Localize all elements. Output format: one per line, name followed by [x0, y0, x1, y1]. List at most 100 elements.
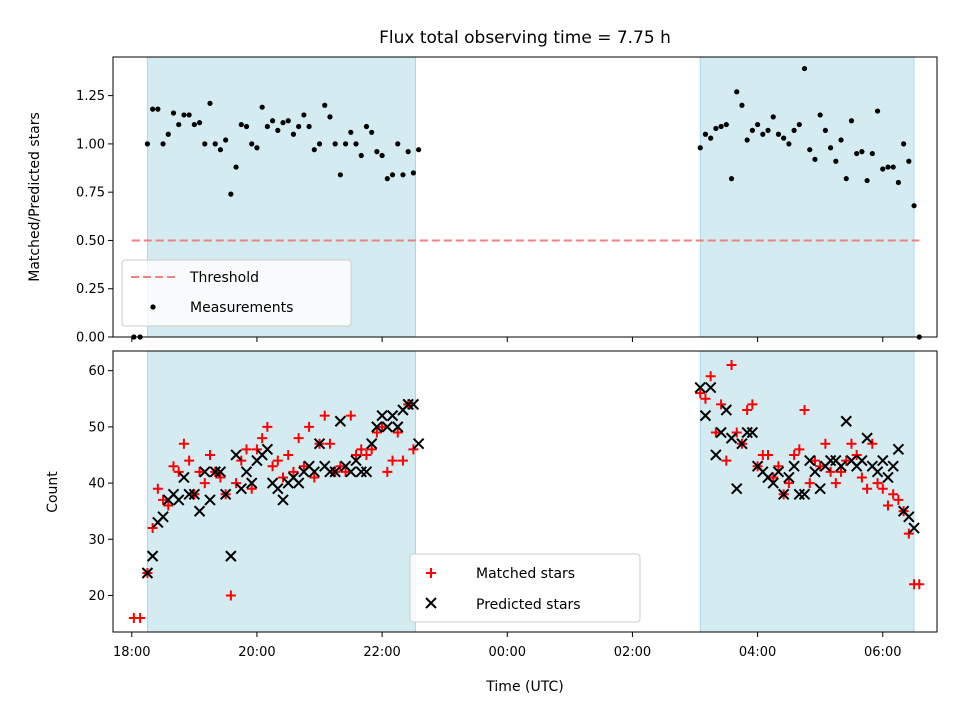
matched-star-point: [867, 438, 878, 449]
measurement-point: [744, 137, 750, 143]
matched-star-point: [345, 410, 356, 421]
predicted-star-point: [178, 471, 190, 484]
measurement-point: [786, 141, 792, 147]
matched-star-point: [366, 444, 377, 455]
predicted-star-point: [814, 482, 826, 495]
matched-star-point: [862, 483, 873, 494]
top-y-tick-label: 1.00: [76, 137, 105, 152]
measurement-point: [400, 172, 406, 178]
predicted-star-point: [345, 466, 357, 478]
measurement-point: [217, 147, 224, 153]
matched-star-point: [851, 449, 862, 460]
predicted-star-point: [381, 421, 394, 433]
matched-star-point: [721, 455, 732, 466]
x-tick-label: 20:00: [238, 645, 275, 660]
predicted-star-point: [392, 421, 404, 433]
measurement-point: [259, 104, 265, 110]
matched-star-point: [716, 399, 727, 410]
legend-predicted-swatch: [425, 597, 437, 609]
measurement-point: [254, 145, 260, 151]
x-axis-label: Time (UTC): [485, 679, 563, 695]
matched-star-point: [773, 461, 784, 472]
matched-star-point: [163, 500, 174, 511]
predicted-star-point: [183, 488, 195, 501]
matched-star-point: [882, 500, 893, 511]
predicted-star-point: [235, 482, 248, 495]
predicted-star-point: [365, 438, 378, 450]
measurement-point: [196, 120, 203, 126]
matched-star-point: [747, 399, 758, 410]
matched-star-point: [794, 444, 805, 455]
measurement-point: [322, 102, 328, 108]
observing-window-2: [699, 56, 915, 338]
predicted-star-point: [887, 460, 899, 472]
measurement-point: [379, 152, 385, 159]
measurement-point: [353, 141, 359, 147]
bottom-y-tick-label: 40: [88, 477, 105, 492]
measurement-point: [890, 164, 896, 170]
matched-star-point: [820, 438, 831, 449]
measurement-point: [817, 112, 823, 118]
matched-star-point: [173, 466, 184, 477]
chart-title: Flux total observing time = 7.75 h: [379, 28, 671, 48]
predicted-star-point: [277, 494, 289, 506]
predicted-star-point: [360, 466, 373, 478]
predicted-star-point: [809, 466, 821, 478]
matched-star-point: [841, 455, 852, 466]
matched-star-point: [356, 444, 367, 455]
measurement-point: [233, 164, 239, 170]
predicted-star-point: [877, 454, 889, 467]
measurement-point: [781, 135, 787, 141]
matched-star-point: [877, 483, 888, 494]
legend-measurements-swatch: [150, 304, 156, 310]
measurement-point: [228, 191, 234, 197]
predicted-star-point: [804, 454, 816, 467]
measurement-point: [760, 131, 766, 137]
top-y-tick-label: 0.50: [76, 234, 105, 249]
predicted-star-point: [188, 488, 201, 501]
x-tick-label: 04:00: [739, 645, 776, 660]
x-tick-label: 22:00: [363, 645, 400, 660]
measurement-point: [791, 127, 797, 133]
matched-star-point: [382, 466, 393, 477]
measurement-point: [290, 131, 297, 137]
measurement-point: [911, 203, 917, 209]
matched-star-point: [293, 433, 304, 444]
measurement-point: [807, 147, 813, 153]
bottom-y-tick-label: 60: [88, 364, 105, 379]
matched-star-point: [246, 483, 257, 494]
matched-star-point: [199, 478, 210, 489]
predicted-star-point: [908, 522, 920, 534]
matched-star-point: [742, 405, 753, 416]
measurement-point: [275, 127, 281, 133]
top-y-tick-label: 0.25: [76, 282, 105, 297]
legend-predicted-label: Predicted stars: [476, 597, 581, 613]
predicted-star-point: [412, 438, 425, 450]
matched-star-point: [809, 455, 820, 466]
matched-star-point: [705, 371, 716, 382]
measurement-point: [327, 114, 333, 120]
measurement-point: [885, 164, 891, 170]
top-legend-box: [121, 259, 352, 327]
measurement-point: [906, 158, 912, 164]
predicted-star-point: [371, 421, 383, 433]
predicted-star-point: [840, 415, 852, 427]
measurement-point: [702, 131, 709, 137]
predicted-star-point: [407, 398, 420, 411]
matched-star-point: [257, 433, 268, 444]
measurement-point: [249, 141, 255, 147]
measurement-point: [723, 121, 729, 128]
matched-star-point: [241, 444, 252, 455]
measurement-point: [296, 123, 302, 130]
matched-star-point: [309, 472, 320, 483]
measurement-point: [801, 65, 808, 72]
predicted-star-point: [736, 438, 748, 450]
matched-star-point: [888, 489, 899, 500]
matched-star-point: [158, 494, 169, 505]
predicted-star-point: [746, 426, 759, 439]
predicted-star-point: [731, 482, 743, 495]
top-y-tick-label: 0.75: [76, 186, 105, 201]
measurement-point: [838, 137, 844, 143]
measurement-point: [207, 100, 213, 106]
bottom-y-tick-label: 50: [88, 420, 105, 435]
